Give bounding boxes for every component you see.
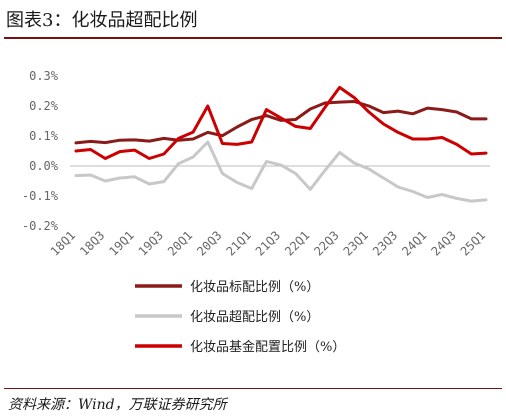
y-tick-label: 0.0% (29, 159, 59, 173)
x-tick-label: 22Q3 (311, 228, 341, 258)
x-tick-label: 20Q1 (165, 228, 195, 258)
x-tick-label: 20Q3 (194, 228, 224, 258)
x-tick-label: 24Q3 (428, 228, 458, 258)
x-tick-label: 25Q1 (458, 228, 488, 258)
x-tick-label: 22Q1 (282, 228, 312, 258)
source-note: 资料来源：Wind，万联证券研究所 (8, 397, 227, 413)
legend-label: 化妆品基金配置比例（%） (190, 339, 345, 355)
x-tick-label: 24Q1 (399, 228, 429, 258)
x-tick-label: 21Q1 (223, 228, 253, 258)
y-tick-label: 0.1% (29, 129, 59, 143)
source-rule (4, 388, 502, 389)
y-tick-label: 0.2% (29, 99, 59, 113)
series-line-2 (74, 85, 488, 160)
y-tick-label: 0.3% (29, 69, 59, 83)
series-lines (74, 85, 488, 203)
series-line-1 (74, 140, 488, 203)
x-tick-label: 18Q3 (77, 228, 107, 258)
x-tick-label: 23Q3 (370, 228, 400, 258)
legend-label: 化妆品标配比例（%） (190, 280, 319, 295)
x-tick-label: 19Q3 (136, 228, 166, 258)
legend-label: 化妆品超配比例（%） (190, 310, 319, 325)
series-line-0 (74, 100, 488, 145)
legend: 化妆品标配比例（%） 化妆品超配比例（%） 化妆品基金配置比例（%） (135, 280, 345, 355)
page-title: 图表3：化妆品超配比例 (6, 10, 198, 31)
chart: 0.3% 0.2% 0.1% 0.0% -0.1% -0.2% 18Q118Q319Q11… (22, 69, 490, 355)
y-axis-ticks: 0.3% 0.2% 0.1% 0.0% -0.1% -0.2% (22, 69, 59, 233)
y-tick-label: -0.2% (22, 219, 59, 233)
x-tick-label: 23Q1 (341, 228, 371, 258)
y-tick-label: -0.1% (22, 189, 59, 203)
x-axis-ticks: 18Q118Q319Q119Q320Q120Q321Q121Q322Q122Q3… (48, 228, 488, 258)
title-rule (4, 37, 502, 39)
x-tick-label: 21Q3 (253, 228, 283, 258)
x-tick-label: 19Q1 (106, 228, 136, 258)
